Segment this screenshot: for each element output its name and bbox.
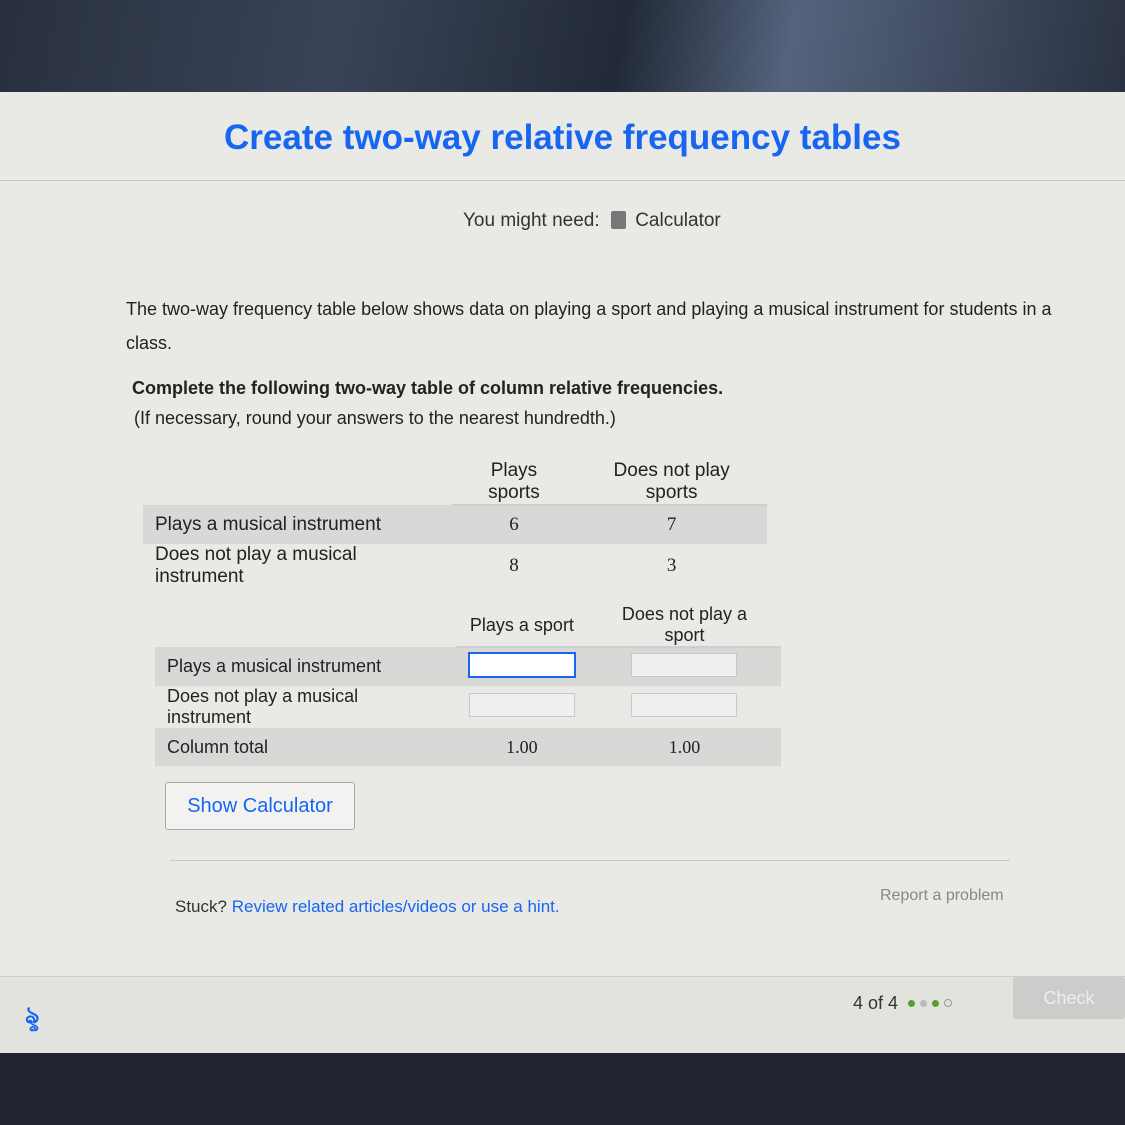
cell: 1.00	[587, 728, 781, 766]
row-label: Does not play a musical instrument	[167, 686, 359, 727]
might-need: You might need: Calculator	[463, 210, 721, 232]
browser-background	[0, 0, 1125, 95]
page-title: Create two-way relative frequency tables	[224, 118, 901, 157]
table-row: Does not play a musical instrument 8 3	[143, 544, 767, 588]
check-button[interactable]: Check	[1013, 977, 1125, 1019]
row-label: Plays a musical instrument	[155, 647, 456, 686]
exercise-page: Create two-way relative frequency tables…	[0, 92, 1125, 1053]
col-header: Plays a sport	[455, 604, 588, 648]
table-row: Plays a musical instrument	[155, 647, 781, 686]
row-label: Column total	[155, 728, 456, 766]
progress-dot-icon	[944, 999, 953, 1007]
footer-bar: ৡ 4 of 4 Check	[0, 976, 1125, 1053]
divider	[0, 180, 1125, 181]
answer-input[interactable]	[468, 692, 575, 717]
col-header: Plays sports	[451, 460, 577, 506]
col-header: Does not play a sport	[587, 604, 781, 648]
table-row: Column total 1.00 1.00	[155, 728, 781, 766]
progress-dot-icon	[932, 1000, 940, 1007]
divider	[170, 860, 1010, 861]
cell: 6	[451, 505, 577, 544]
report-problem-link[interactable]: Report a problem	[880, 887, 1004, 904]
answer-input[interactable]	[631, 652, 738, 677]
relative-frequency-table: Plays a sport Does not play a sport Plays…	[155, 604, 781, 766]
row-label: Plays a musical instrument	[143, 505, 452, 544]
cell: 1.00	[455, 728, 588, 766]
table-row: Does not play a musical instrument	[155, 686, 781, 728]
hint-link[interactable]: Review related articles/videos or use a …	[231, 897, 560, 916]
khan-logo-icon: ৡ	[25, 1002, 40, 1029]
answer-input[interactable]	[467, 651, 576, 678]
answer-input[interactable]	[631, 692, 738, 717]
instruction: Complete the following two-way table of …	[132, 378, 724, 398]
progress-dot-icon	[908, 1000, 916, 1007]
show-calculator-button[interactable]: Show Calculator	[165, 782, 355, 830]
progress-text: 4 of 4	[853, 993, 899, 1013]
cell: 3	[666, 555, 677, 576]
cell: 7	[576, 505, 767, 544]
calculator-link[interactable]: Calculator	[635, 210, 721, 231]
stuck-text: Stuck? Review related articles/videos or…	[175, 897, 560, 917]
might-need-label: You might need:	[463, 210, 600, 231]
col-header: Does not play sports	[576, 460, 767, 506]
frequency-table: Plays sports Does not play sports Plays a…	[143, 460, 767, 588]
cell: 8	[509, 555, 519, 576]
progress: 4 of 4	[853, 993, 953, 1014]
intro-text: The two-way frequency table below shows …	[126, 299, 1052, 353]
table-row: Plays a musical instrument 6 7	[143, 505, 767, 544]
stuck-prefix: Stuck?	[175, 897, 227, 916]
rounding-note: (If necessary, round your answers to the…	[134, 408, 616, 428]
row-label: Does not play a musical instrument	[155, 544, 357, 587]
progress-dot-icon	[920, 1000, 928, 1007]
calculator-icon	[610, 211, 626, 229]
